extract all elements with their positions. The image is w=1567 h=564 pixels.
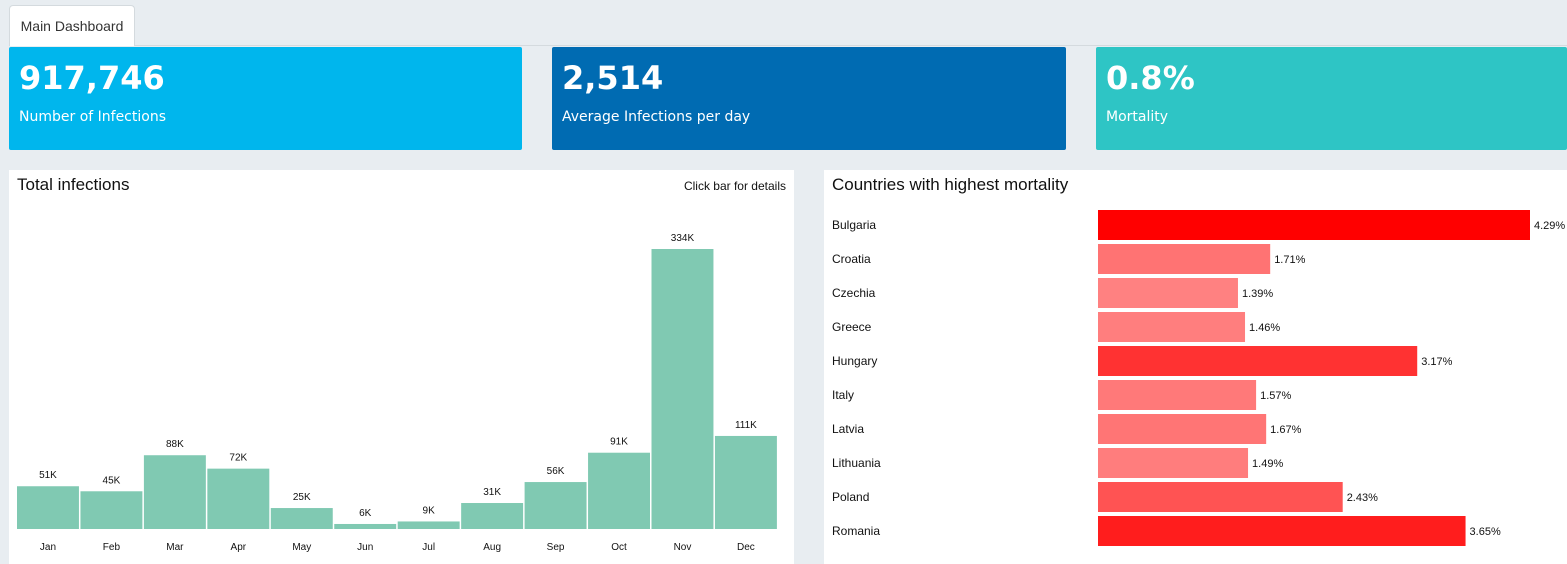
kpi-card-mortality: 0.8% Mortality xyxy=(1096,47,1567,150)
kpi-card-infections: 917,746 Number of Infections xyxy=(9,47,522,150)
bar-value-label: 2.43% xyxy=(1347,492,1378,504)
bar-sep[interactable] xyxy=(524,482,587,529)
bar-value-label: 56K xyxy=(547,466,565,477)
bar-value-label: 45K xyxy=(103,475,121,486)
bar-value-label: 111K xyxy=(735,420,757,431)
bar-value-label: 31K xyxy=(483,487,501,498)
bar-may[interactable] xyxy=(270,508,333,529)
kpi-value: 0.8% xyxy=(1106,59,1195,97)
kpi-label: Number of Infections xyxy=(19,109,166,125)
bar-apr[interactable] xyxy=(207,468,270,529)
bar-value-label: 3.17% xyxy=(1421,356,1452,368)
bar-value-label: 6K xyxy=(359,508,372,519)
bar-value-label: 51K xyxy=(39,470,57,481)
bar-czechia[interactable] xyxy=(1098,278,1238,308)
bar-dec[interactable] xyxy=(714,435,777,529)
country-label: Bulgaria xyxy=(832,218,876,232)
x-tick-label: Jul xyxy=(422,542,435,553)
country-label: Romania xyxy=(832,524,880,538)
x-tick-label: Apr xyxy=(231,542,247,553)
bar-value-label: 1.49% xyxy=(1252,458,1283,470)
bar-romania[interactable] xyxy=(1098,516,1466,546)
tab-main-dashboard[interactable]: Main Dashboard xyxy=(9,5,135,46)
bar-jan[interactable] xyxy=(17,486,79,529)
bar-value-label: 1.71% xyxy=(1274,254,1305,266)
x-tick-label: Mar xyxy=(166,542,184,553)
bar-nov[interactable] xyxy=(651,249,714,529)
bar-lithuania[interactable] xyxy=(1098,448,1249,478)
panel-title: Total infections xyxy=(17,175,130,194)
bar-feb[interactable] xyxy=(80,491,143,529)
bar-value-label: 1.39% xyxy=(1242,288,1273,300)
bar-value-label: 88K xyxy=(166,439,184,450)
panel-hint: Click bar for details xyxy=(683,179,786,193)
kpi-label: Mortality xyxy=(1106,109,1169,125)
bar-value-label: 9K xyxy=(423,505,436,516)
country-label: Lithuania xyxy=(832,456,881,470)
bar-oct[interactable] xyxy=(588,452,650,529)
x-tick-label: Jun xyxy=(357,542,373,553)
bar-poland[interactable] xyxy=(1098,482,1343,512)
x-tick-label: May xyxy=(292,542,311,553)
infections-panel: Total infections Click bar for details 5… xyxy=(9,170,794,564)
country-label: Poland xyxy=(832,490,869,504)
bar-value-label: 1.46% xyxy=(1249,322,1280,334)
bar-italy[interactable] xyxy=(1098,380,1257,410)
country-label: Latvia xyxy=(832,422,864,436)
tab-divider xyxy=(135,45,1567,46)
country-label: Hungary xyxy=(832,354,877,368)
x-tick-label: Nov xyxy=(674,542,692,553)
bar-mar[interactable] xyxy=(143,455,206,529)
bar-greece[interactable] xyxy=(1098,312,1246,342)
bar-value-label: 72K xyxy=(229,453,247,464)
bar-aug[interactable] xyxy=(461,503,524,529)
mortality-panel: Countries with highest mortality Bulgari… xyxy=(824,170,1567,564)
bar-value-label: 1.57% xyxy=(1260,390,1291,402)
x-tick-label: Feb xyxy=(103,542,121,553)
kpi-value: 2,514 xyxy=(562,59,664,97)
bar-value-label: 4.29% xyxy=(1534,220,1565,232)
bar-value-label: 3.65% xyxy=(1470,526,1501,538)
bar-bulgaria[interactable] xyxy=(1098,210,1530,240)
x-tick-label: Jan xyxy=(40,542,56,553)
country-label: Czechia xyxy=(832,286,876,300)
bar-croatia[interactable] xyxy=(1098,244,1271,274)
x-tick-label: Dec xyxy=(737,542,755,553)
bar-jul[interactable] xyxy=(397,521,460,529)
bar-value-label: 25K xyxy=(293,492,311,503)
country-label: Italy xyxy=(832,388,854,402)
bar-value-label: 334K xyxy=(671,233,695,244)
bar-latvia[interactable] xyxy=(1098,414,1267,444)
mortality-bar-chart: Bulgaria 4.29% Croatia 1.71% Czechia 1.39% Gre… xyxy=(832,210,1565,546)
bar-value-label: 91K xyxy=(610,437,628,448)
bar-jun[interactable] xyxy=(334,523,397,529)
bar-hungary[interactable] xyxy=(1098,346,1418,376)
x-tick-label: Oct xyxy=(611,542,627,553)
country-label: Greece xyxy=(832,320,872,334)
x-tick-label: Sep xyxy=(547,542,565,553)
kpi-card-avg-per-day: 2,514 Average Infections per day xyxy=(552,47,1066,150)
x-tick-label: Aug xyxy=(483,542,501,553)
country-label: Croatia xyxy=(832,252,871,266)
bar-value-label: 1.67% xyxy=(1270,424,1301,436)
panel-title: Countries with highest mortality xyxy=(832,175,1069,194)
infections-bar-chart: 51K Jan 45K Feb 88K Mar 72K Apr 25K May 6K Jun 9K Jul… xyxy=(17,233,777,553)
kpi-label: Average Infections per day xyxy=(562,109,751,125)
kpi-value: 917,746 xyxy=(19,59,165,97)
